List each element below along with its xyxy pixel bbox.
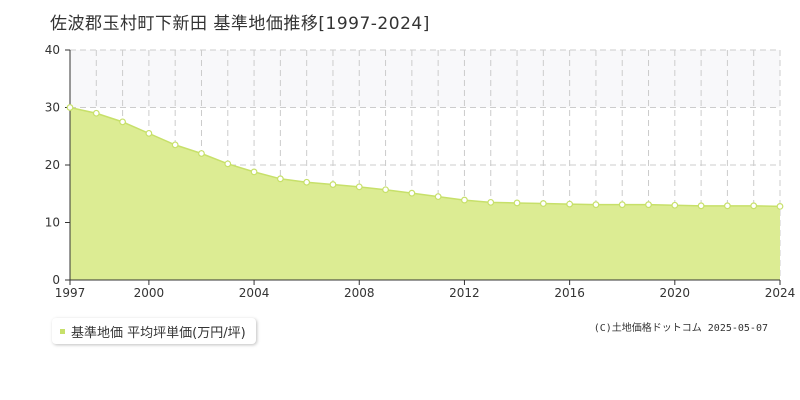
data-point: [645, 201, 652, 209]
data-point: [92, 109, 100, 117]
x-tick-label: 2016: [554, 286, 585, 300]
data-point: [750, 202, 758, 210]
data-point: [119, 118, 126, 126]
data-point: [487, 198, 495, 206]
copyright-text: (C)土地価格ドットコム 2025-05-07: [593, 323, 768, 334]
highlight-band: [70, 50, 780, 108]
data-point: [355, 183, 363, 191]
x-tick-label: 2008: [344, 286, 375, 300]
data-point: [724, 202, 731, 210]
data-point: [671, 201, 679, 209]
data-point: [171, 141, 179, 149]
data-point: [408, 189, 416, 197]
data-point: [434, 193, 442, 201]
y-tick-label: 40: [45, 43, 60, 57]
data-point: [539, 200, 547, 207]
x-tick-label: 2024: [765, 286, 796, 300]
data-point: [776, 202, 784, 210]
data-point: [303, 178, 311, 186]
data-point: [145, 129, 153, 137]
y-tick-label: 30: [45, 101, 60, 115]
x-tick-label: 2012: [449, 286, 480, 300]
legend-label: 基準地価 平均坪単価(万円/坪): [71, 325, 246, 341]
y-tick-label: 20: [45, 158, 60, 172]
x-tick-label: 2004: [239, 286, 270, 300]
data-point: [198, 150, 205, 157]
x-tick-label: 1997: [55, 286, 86, 300]
x-tick-label: 2000: [134, 286, 165, 300]
data-point: [382, 186, 389, 194]
data-point: [592, 201, 600, 209]
legend: 基準地価 平均坪単価(万円/坪): [52, 318, 256, 344]
data-point: [250, 168, 258, 176]
data-point: [618, 201, 626, 209]
data-point: [276, 175, 284, 183]
chart-title: 佐波郡玉村町下新田 基準地価推移[1997-2024]: [50, 14, 430, 34]
data-point: [513, 199, 521, 207]
data-point: [224, 160, 232, 168]
data-point: [461, 196, 468, 204]
series-line: [69, 106, 781, 208]
x-tick-label: 2020: [660, 286, 691, 300]
data-point: [697, 202, 705, 210]
series-area: [70, 107, 780, 280]
data-point: [566, 200, 574, 208]
data-point: [329, 181, 337, 188]
data-point: [66, 104, 74, 111]
y-tick-label: 10: [45, 216, 60, 230]
legend-swatch: [60, 328, 65, 334]
y-tick-label: 0: [52, 273, 60, 287]
